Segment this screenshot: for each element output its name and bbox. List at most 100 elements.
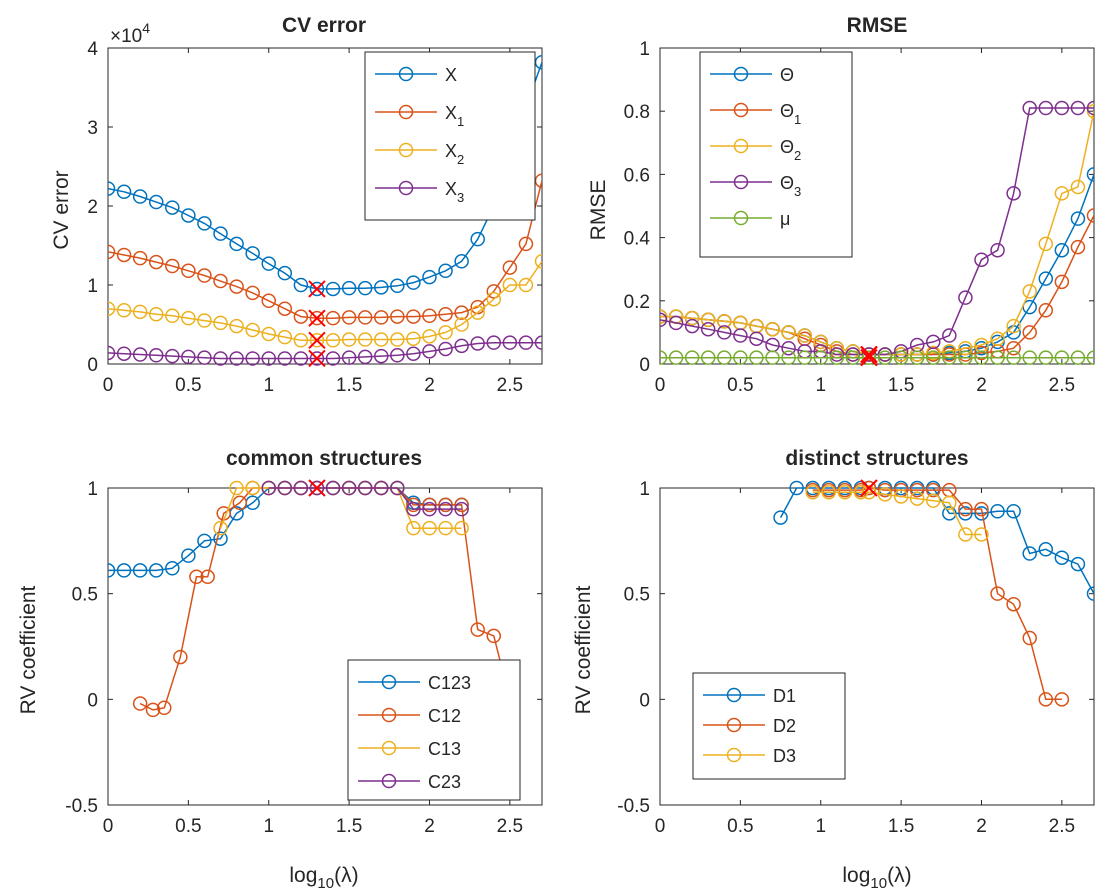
- legend-swatch-marker: [733, 66, 749, 82]
- data-point: [157, 700, 172, 716]
- data-point: [293, 277, 309, 293]
- data-point: [893, 350, 909, 365]
- data-point: [1054, 100, 1070, 116]
- x-tick-label: 2: [424, 816, 435, 837]
- data-point: [1022, 100, 1037, 116]
- y-tick-label: 0: [639, 690, 650, 711]
- data-point: [877, 482, 893, 498]
- data-point: [1006, 596, 1021, 612]
- data-point: [773, 510, 788, 525]
- common-structures-panel: common structures RV coefficient log10(λ…: [17, 447, 543, 892]
- selected-marker: [860, 479, 878, 497]
- marker-stroke: [308, 479, 326, 497]
- data-point: [942, 328, 957, 343]
- x-label-tail: (λ): [334, 864, 359, 887]
- y-tick-label: 0: [87, 355, 98, 376]
- data-point: [406, 497, 421, 513]
- legend-swatch-marker: [733, 138, 749, 154]
- data-point: [990, 331, 1005, 346]
- y-tick-label: 0.5: [72, 585, 98, 606]
- legend-entry: X2: [375, 141, 464, 167]
- legend-label: X: [445, 65, 457, 85]
- data-point: [797, 350, 812, 365]
- data-point: [229, 236, 244, 252]
- data-point: [261, 351, 276, 366]
- data-point: [861, 350, 877, 365]
- y-tick-label: 0.2: [624, 292, 650, 313]
- series-line: [108, 260, 542, 342]
- data-point: [797, 328, 812, 343]
- data-point: [1006, 350, 1021, 365]
- plot-area: [660, 100, 1094, 365]
- data-point: [341, 280, 357, 296]
- data-point: [660, 350, 668, 365]
- x-tick-label: 1: [815, 375, 826, 396]
- legend-entry: C23: [358, 772, 461, 792]
- data-point: [700, 350, 716, 365]
- data-point: [197, 533, 212, 549]
- data-point: [181, 349, 196, 365]
- data-point: [229, 351, 244, 366]
- data-point: [309, 351, 325, 366]
- legend-label: C123: [428, 673, 471, 693]
- data-point: [974, 350, 989, 365]
- data-point: [1070, 239, 1086, 255]
- data-point: [261, 480, 276, 496]
- legend-label: C13: [428, 739, 461, 759]
- data-point: [990, 503, 1005, 519]
- data-point: [749, 331, 764, 346]
- data-point: [502, 335, 518, 350]
- data-point: [189, 569, 204, 585]
- y-tick-label: 0.5: [624, 585, 650, 606]
- x-tick-label: 2.5: [497, 816, 523, 837]
- data-point: [325, 310, 341, 326]
- data-point: [406, 346, 421, 361]
- data-point: [309, 480, 325, 496]
- data-point: [213, 520, 228, 536]
- plot-area: [773, 480, 1094, 707]
- data-point: [108, 301, 116, 316]
- legend-entry: μ: [710, 209, 790, 229]
- legend-entry: Θ1: [710, 101, 801, 127]
- legend-box: [692, 672, 846, 780]
- data-point: [200, 569, 215, 585]
- series-c23: [261, 480, 469, 517]
- data-point: [1038, 692, 1054, 707]
- y-axis-label: RV coefficient: [572, 585, 595, 714]
- data-point: [717, 314, 732, 329]
- legend-swatch-marker: [381, 707, 397, 723]
- data-point: [1054, 550, 1070, 565]
- data-point: [486, 335, 502, 350]
- data-point: [245, 480, 260, 496]
- legend-label-main: D2: [773, 716, 796, 736]
- data-point: [974, 345, 989, 361]
- x-tick-label: 2.5: [1049, 375, 1075, 396]
- data-point: [277, 351, 293, 366]
- chart-title: common structures: [226, 447, 422, 470]
- data-point: [518, 277, 534, 293]
- data-point: [116, 247, 132, 263]
- legend-label: Θ: [780, 65, 794, 85]
- legend-box: [699, 51, 853, 258]
- selected-marker: [860, 348, 878, 367]
- legend-swatch-marker: [726, 717, 742, 733]
- data-point: [470, 622, 485, 637]
- data-point: [1022, 325, 1037, 340]
- data-point: [813, 350, 828, 365]
- data-point: [454, 317, 469, 332]
- data-point: [341, 350, 357, 365]
- x-tick-label: 1.5: [888, 816, 914, 837]
- data-point: [1038, 271, 1054, 286]
- data-point: [293, 480, 309, 496]
- legend-swatch-marker: [381, 773, 397, 789]
- data-point: [245, 285, 260, 301]
- data-point: [1022, 284, 1037, 299]
- data-point: [165, 348, 180, 364]
- data-point: [958, 527, 973, 542]
- data-point: [132, 347, 148, 362]
- data-point: [148, 563, 164, 578]
- legend-entry: D1: [703, 686, 796, 706]
- legend-swatch-marker: [398, 142, 414, 158]
- legend-label: D1: [773, 686, 796, 706]
